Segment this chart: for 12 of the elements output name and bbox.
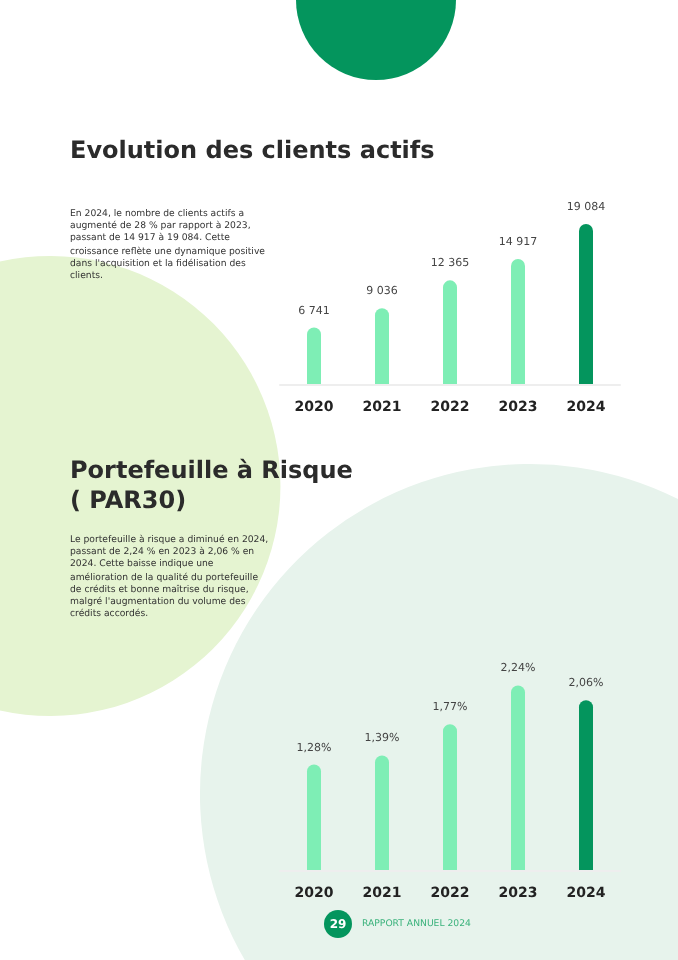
chart-title: Portefeuille à Risque ( PAR30) bbox=[70, 456, 355, 516]
bar bbox=[579, 700, 593, 870]
bar bbox=[579, 224, 593, 384]
bar bbox=[443, 724, 457, 870]
bar bbox=[375, 308, 389, 384]
bar bbox=[375, 755, 389, 870]
bar bbox=[307, 327, 321, 384]
chart-title: Evolution des clients actifs bbox=[70, 136, 437, 166]
bar bbox=[511, 258, 525, 384]
bar bbox=[307, 764, 321, 870]
bar bbox=[511, 685, 525, 870]
bar bbox=[443, 280, 457, 384]
